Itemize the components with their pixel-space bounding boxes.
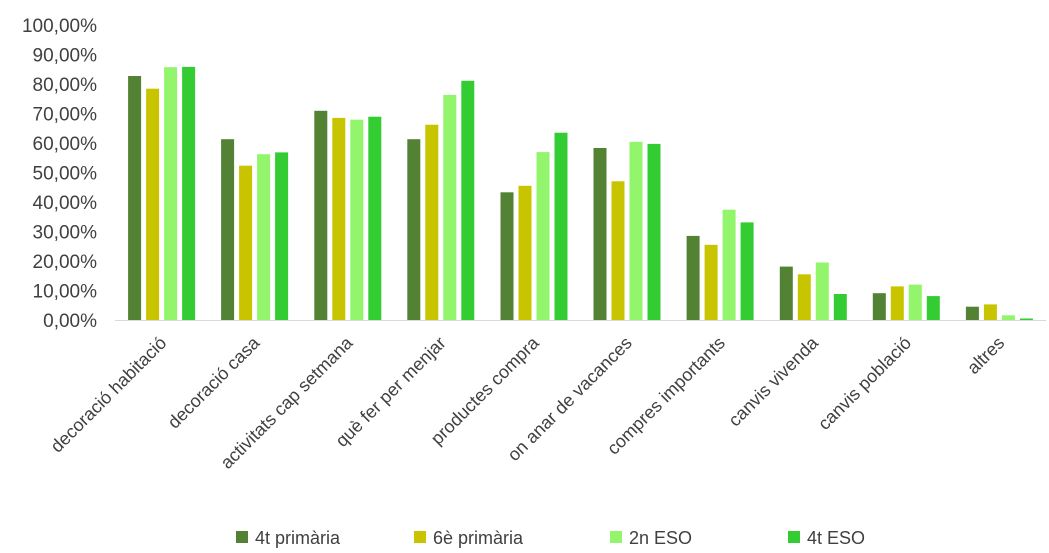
bar [443,94,457,321]
series-3 [164,67,1015,321]
bar [926,296,940,320]
legend-swatch [610,531,622,543]
bar [368,116,382,320]
category-label: altres [963,333,1008,378]
bar [647,143,661,320]
y-tick-label: 20,00% [33,252,98,273]
legend-swatch [236,531,248,543]
legend-item: 2n ESO [610,528,692,548]
bar [890,286,904,320]
bar [275,152,289,320]
category-label: decoració casa [164,332,264,432]
bar [908,284,922,320]
bar [332,117,346,321]
series-4 [182,66,1033,321]
bar [128,76,142,320]
bar [554,132,568,320]
bar [704,244,718,320]
y-axis-tick-labels: 0,00% 10,00% 20,00% 30,00% 40,00% 50,00% 60,00… [22,16,97,332]
bars [128,66,1033,321]
bar [350,119,364,320]
legend-item: 4t primària [236,528,341,548]
bar [629,141,643,320]
bar [461,80,475,320]
y-tick-label: 40,00% [33,193,98,214]
bar [983,304,997,320]
bar [815,262,829,320]
y-tick-label: 90,00% [33,46,98,67]
legend-label: 2n ESO [629,528,692,548]
legend-swatch [414,531,426,543]
bar [536,152,550,320]
y-tick-label: 80,00% [33,75,98,96]
category-label: decoració habitació [47,333,171,457]
y-tick-label: 50,00% [33,164,98,185]
bar [686,235,700,320]
legend: 4t primària 6è primària 2n ESO 4t ESO [236,528,865,548]
bar [500,192,514,320]
bar [407,139,421,320]
y-tick-label: 0,00% [43,311,97,332]
bar [425,124,439,320]
bar [965,306,979,320]
bar [593,148,607,320]
bar [146,88,160,320]
bar [740,222,754,320]
series-2 [146,88,997,321]
legend-swatch [788,531,800,543]
y-tick-label: 10,00% [33,282,98,303]
bar [221,139,235,320]
bar [722,209,736,320]
bar [257,154,271,320]
legend-label: 4t ESO [807,528,865,548]
category-label: canvis vivenda [724,332,822,430]
bar [182,66,196,321]
y-tick-label: 100,00% [22,16,97,37]
category-label: canvis població [814,333,915,434]
bar [611,181,625,320]
series-1 [128,76,979,320]
bar [314,110,328,320]
legend-label: 4t primària [255,528,341,548]
bar [1001,315,1015,320]
bar [872,293,886,320]
bar [833,294,847,320]
bar [164,67,178,320]
bar [797,274,811,320]
legend-label: 6è primària [433,528,524,548]
y-tick-label: 70,00% [33,105,98,126]
bar [239,165,253,320]
bar [1019,318,1033,320]
legend-item: 4t ESO [788,528,865,548]
legend-item: 6è primària [414,528,524,548]
y-tick-label: 30,00% [33,223,98,244]
y-tick-label: 60,00% [33,134,98,155]
bar [518,185,532,320]
bar [779,266,793,320]
